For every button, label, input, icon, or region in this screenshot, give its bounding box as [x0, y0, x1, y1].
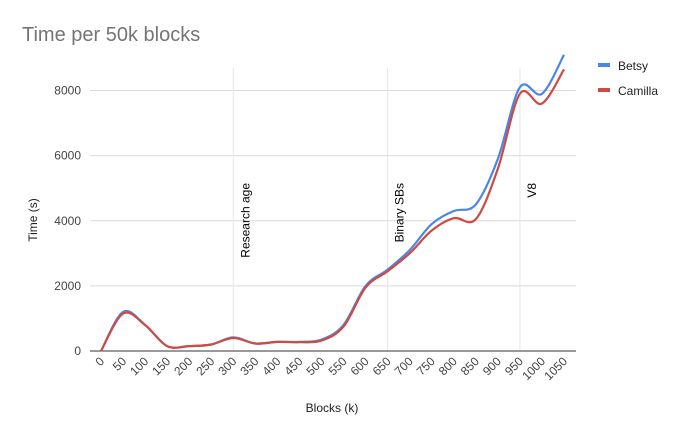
annotation-label: V8 — [525, 183, 539, 198]
x-tick-label: 750 — [414, 354, 438, 378]
x-tick-label: 50 — [110, 354, 130, 374]
legend-swatch — [598, 88, 610, 92]
x-tick-label: 650 — [370, 354, 394, 378]
y-tick-label: 8000 — [54, 84, 81, 98]
x-tick-label: 500 — [304, 354, 328, 378]
y-axis-ticks: 0 2000 4000 6000 8000 — [54, 84, 81, 358]
x-tick-label: 1050 — [541, 354, 570, 383]
x-tick-label: 250 — [193, 354, 217, 378]
annotation-label: Research age — [238, 183, 252, 258]
y-axis-title: Time (s) — [26, 198, 40, 242]
x-tick-label: 1000 — [519, 354, 548, 383]
x-tick-label: 450 — [281, 354, 305, 378]
legend-swatch — [598, 63, 610, 67]
annotation-lines: Research age Binary SBs V8 — [232, 68, 539, 351]
legend-label: Camilla — [618, 84, 658, 98]
x-tick-label: 400 — [259, 354, 283, 378]
x-tick-label: 900 — [480, 354, 504, 378]
x-axis-ticks: 0 501001502002503003504004505005506006507… — [92, 354, 570, 383]
legend-label: Betsy — [618, 59, 648, 73]
x-tick-label: 150 — [149, 354, 173, 378]
y-tick-label: 4000 — [54, 214, 81, 228]
x-tick-label: 600 — [348, 354, 372, 378]
x-tick-label: 100 — [127, 354, 151, 378]
series-lines — [100, 54, 565, 352]
x-tick-label: 350 — [237, 354, 261, 378]
series-line-camilla — [100, 68, 565, 352]
x-tick-label: 550 — [326, 354, 350, 378]
x-tick-label: 700 — [392, 354, 416, 378]
x-tick-label: 850 — [458, 354, 482, 378]
annotation-label: Binary SBs — [393, 183, 407, 242]
x-tick-label: 200 — [171, 354, 195, 378]
x-tick-label: 0 — [92, 354, 107, 369]
x-axis-title: Blocks (k) — [306, 401, 359, 415]
x-tick-label: 800 — [436, 354, 460, 378]
series-line-betsy — [100, 54, 565, 352]
chart-title: Time per 50k blocks — [22, 24, 200, 46]
y-tick-label: 2000 — [54, 279, 81, 293]
legend: Betsy Camilla — [598, 59, 658, 98]
x-tick-label: 300 — [215, 354, 239, 378]
y-tick-label: 6000 — [54, 149, 81, 163]
gridlines — [90, 90, 576, 287]
y-tick-label: 0 — [74, 344, 81, 358]
